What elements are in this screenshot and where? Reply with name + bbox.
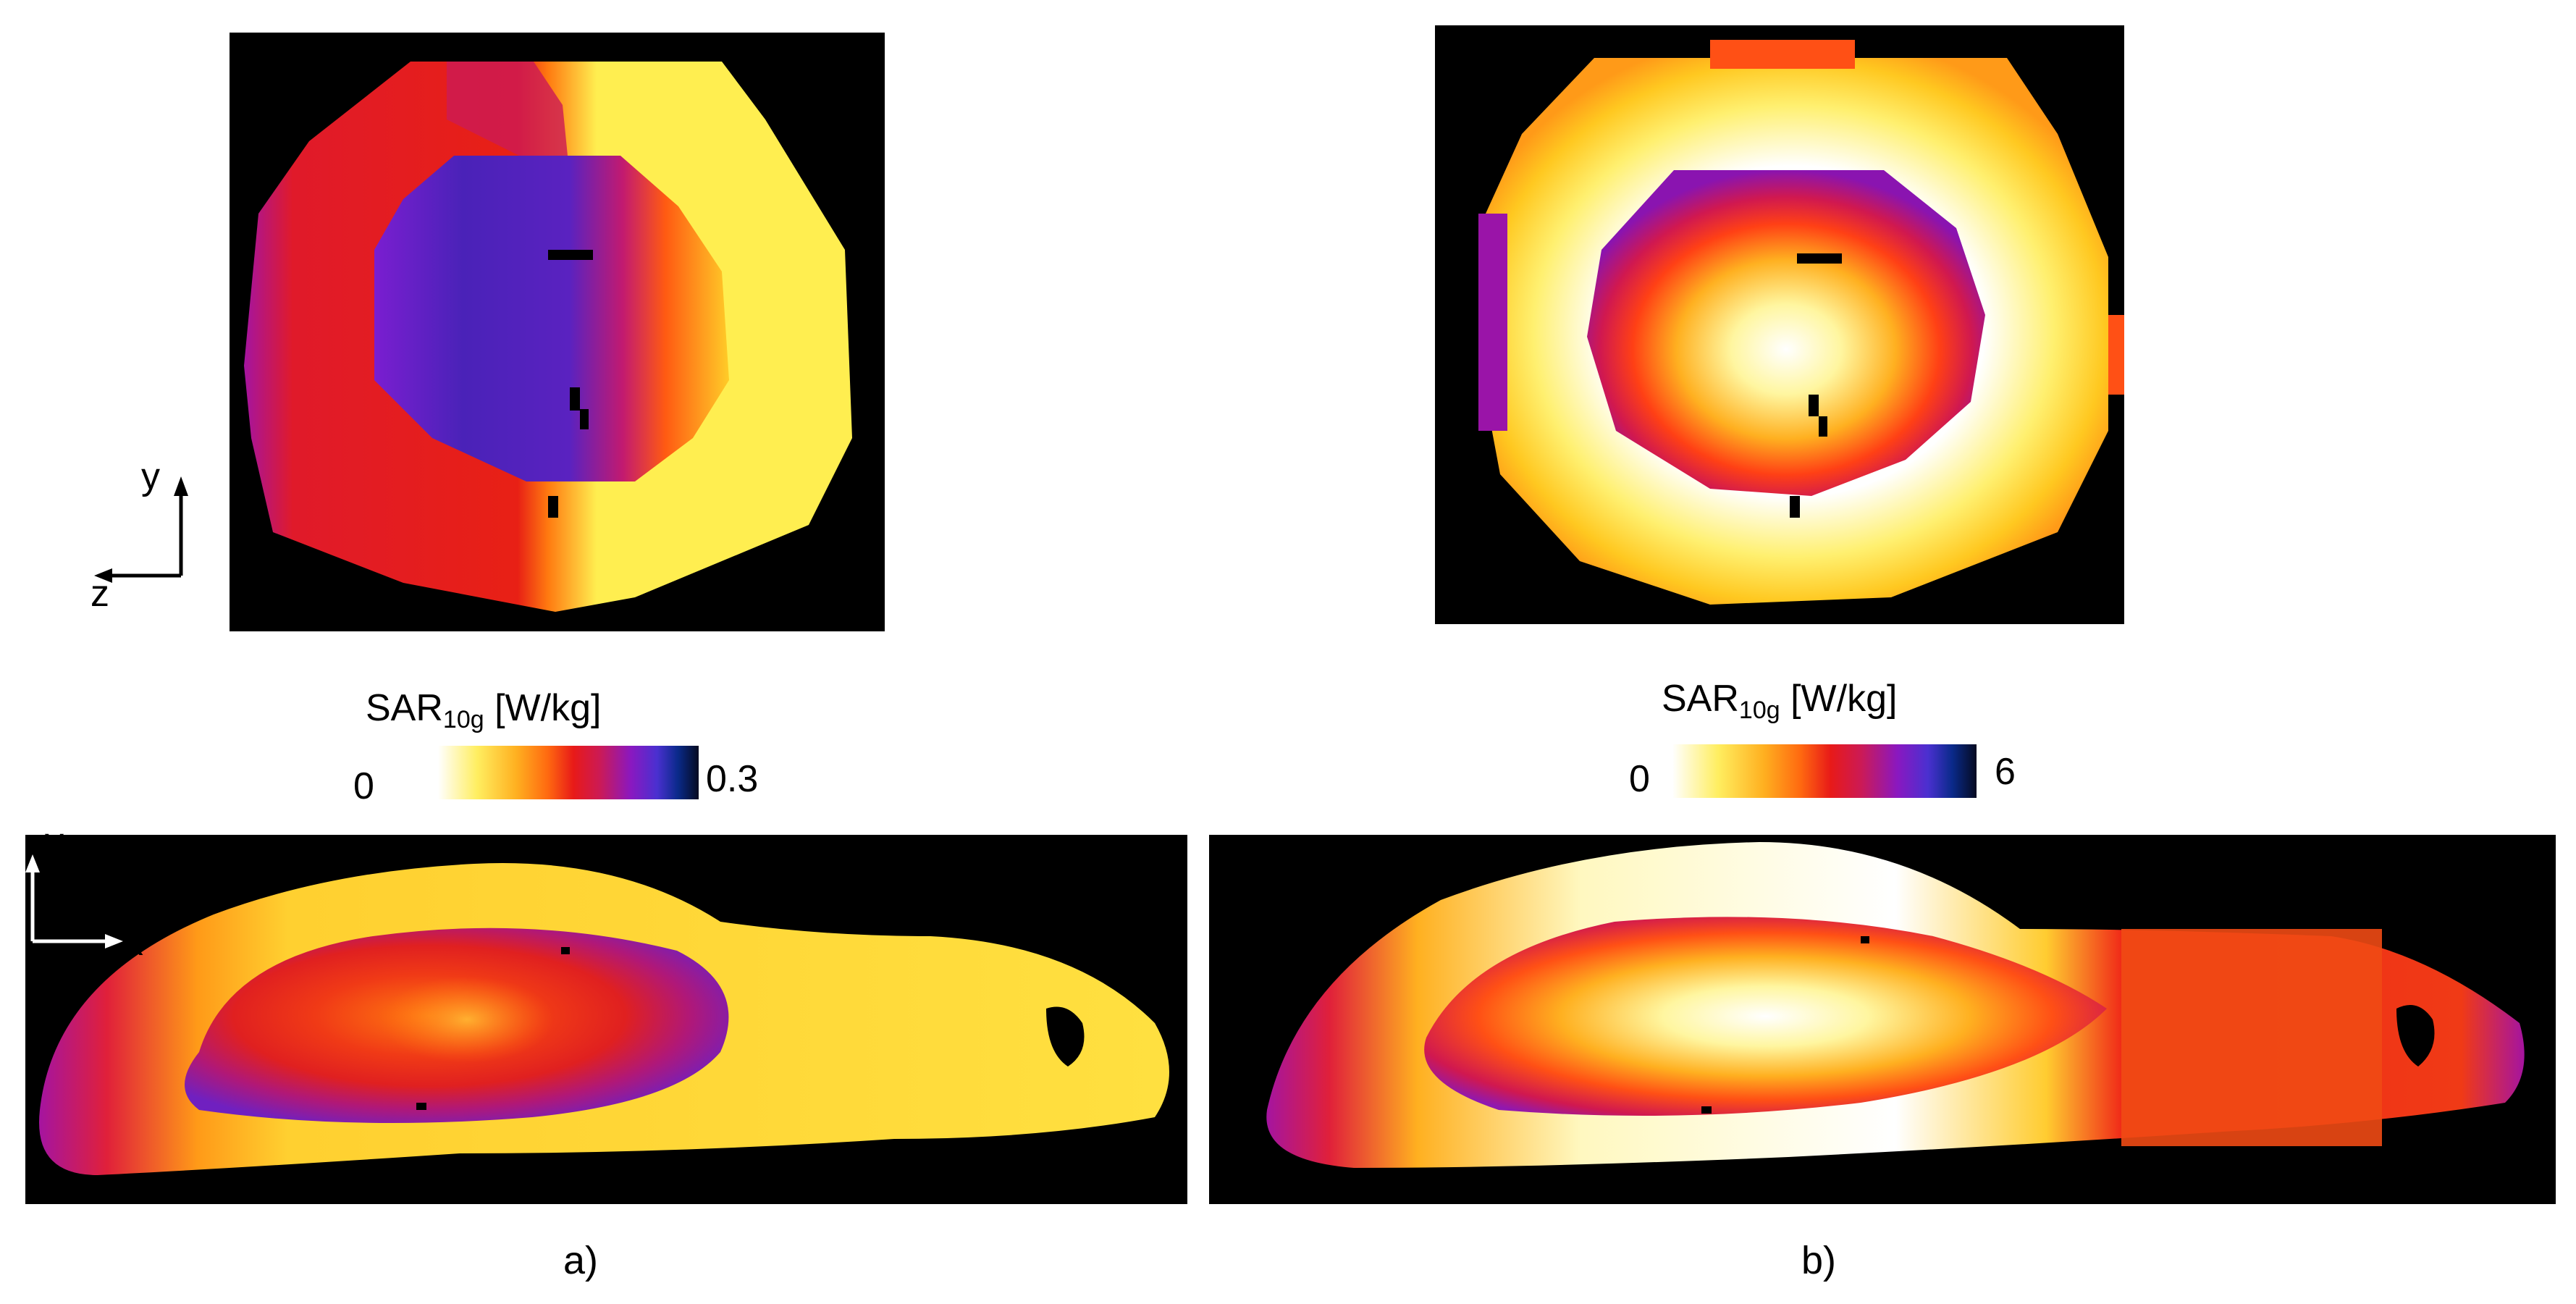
axes-indicator-a-top xyxy=(94,476,188,583)
edge-region xyxy=(1710,40,1855,69)
hotspot xyxy=(380,976,554,1063)
sar-map-a-top xyxy=(230,33,885,631)
anatomy-gap xyxy=(548,496,558,518)
anatomy-gap xyxy=(570,387,580,411)
anatomy-gap xyxy=(1046,1006,1085,1067)
lower-body-region xyxy=(2121,929,2382,1146)
axis-label-x: x xyxy=(125,922,143,964)
anatomy-gap xyxy=(1819,416,1827,437)
anatomy-gap xyxy=(548,250,593,260)
inner-region xyxy=(374,156,729,481)
anatomy-gap xyxy=(1797,253,1842,264)
sar-map-a-bottom xyxy=(25,835,1187,1204)
colorbar-b-max: 6 xyxy=(1995,751,2016,793)
anatomy-gap xyxy=(416,1103,426,1110)
colorbar-b-min: 0 xyxy=(1629,758,1650,800)
colorbar-a xyxy=(438,746,699,799)
colorbar-title-a: SAR10g [W/kg] xyxy=(366,687,602,733)
anatomy-gap xyxy=(1701,1106,1712,1114)
sar-map-a-top-image xyxy=(244,62,852,612)
colorbar-a-min: 0 xyxy=(353,765,374,807)
sar-map-b-bottom xyxy=(1209,835,2556,1204)
sar-map-b-bottom-image xyxy=(1266,842,2525,1168)
axis-label-y: y xyxy=(141,455,160,497)
sar-map-b-top xyxy=(1435,25,2124,624)
edge-region xyxy=(1478,214,1507,431)
anatomy-gap xyxy=(1790,496,1800,518)
axes-indicator-a-bottom xyxy=(25,854,123,948)
colorbar-title-b: SAR10g [W/kg] xyxy=(1662,678,1898,724)
edge-region xyxy=(2108,315,2124,395)
anatomy-gap xyxy=(2396,1005,2435,1067)
sar-map-b-top-image xyxy=(1478,40,2124,605)
inner-region xyxy=(1424,917,2107,1116)
caption-a: a) xyxy=(563,1239,599,1282)
colorbar-a-max: 0.3 xyxy=(706,758,759,800)
inner-region xyxy=(1587,170,1985,496)
colorbar-b xyxy=(1672,744,1977,798)
anatomy-gap xyxy=(561,947,570,954)
anatomy-gap xyxy=(1809,395,1819,416)
upper-region xyxy=(447,62,570,177)
anatomy-gap xyxy=(1861,936,1869,943)
sar-map-a-bottom-image xyxy=(39,863,1169,1175)
caption-b: b) xyxy=(1801,1239,1837,1282)
axis-label-z: z xyxy=(91,573,109,615)
anatomy-gap xyxy=(580,409,589,429)
axis-label-y: y xyxy=(45,820,64,862)
